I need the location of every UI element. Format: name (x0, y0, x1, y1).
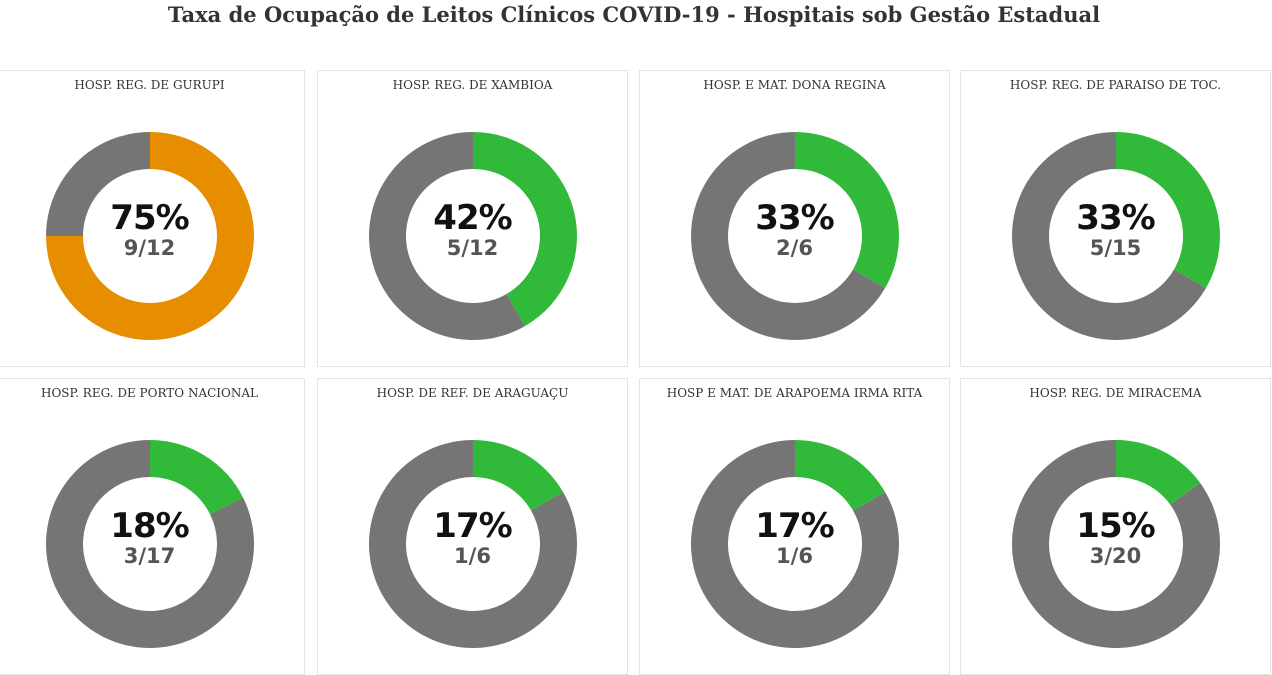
donut-card: HOSP. REG. DE XAMBIOA 42% 5/12 (317, 70, 628, 367)
slice-available (1011, 132, 1206, 340)
donut-svg (368, 132, 577, 340)
slice-occupied (472, 440, 563, 511)
slice-available (368, 132, 525, 340)
slice-occupied (794, 132, 899, 288)
occupancy-ratio: 3/17 (123, 544, 176, 568)
slice-available (45, 132, 150, 236)
donut-chart: 17% 1/6 (689, 438, 901, 650)
page-title: Taxa de Ocupação de Leitos Clínicos COVI… (167, 2, 1101, 27)
occupancy-percent: 15% (1076, 506, 1155, 546)
donut-svg (1011, 132, 1220, 340)
hospital-name: HOSP. REG. DE PARAISO DE TOC. (1009, 78, 1222, 92)
occupancy-percent: 18% (110, 506, 189, 546)
donut-svg (1011, 440, 1220, 648)
donut-chart: 33% 5/15 (1010, 130, 1222, 342)
slice-available (690, 132, 885, 340)
slice-occupied (149, 440, 243, 515)
donut-chart: 17% 1/6 (367, 438, 579, 650)
hospital-name: HOSP. E MAT. DONA REGINA (703, 78, 886, 92)
donut-chart: 75% 9/12 (44, 130, 256, 342)
donut-card: HOSP. REG. DE MIRACEMA 15% 3/20 (960, 378, 1271, 675)
slice-occupied (472, 132, 577, 327)
chart-grid: HOSP. REG. DE GURUPI 75% 9/12 HOSP. REG. DE… (0, 70, 1271, 675)
occupancy-ratio: 3/20 (1089, 544, 1142, 568)
donut-card: HOSP E MAT. DE ARAPOEMA IRMA RITA 17% 1/6 (639, 378, 950, 675)
slice-available (368, 440, 577, 648)
donut-chart: 15% 3/20 (1010, 438, 1222, 650)
hospital-name: HOSP. REG. DE GURUPI (74, 78, 225, 92)
donut-svg (45, 132, 254, 340)
slice-occupied (1115, 132, 1220, 288)
donut-svg (690, 440, 899, 648)
donut-card: HOSP. REG. DE GURUPI 75% 9/12 (0, 70, 305, 367)
occupancy-ratio: 5/12 (446, 236, 499, 260)
slice-available (690, 440, 899, 648)
hospital-name: HOSP E MAT. DE ARAPOEMA IRMA RITA (666, 386, 923, 400)
donut-chart: 33% 2/6 (689, 130, 901, 342)
slice-available (1011, 440, 1220, 648)
occupancy-ratio: 1/6 (454, 544, 491, 568)
occupancy-ratio: 5/15 (1089, 236, 1142, 260)
occupancy-percent: 17% (433, 506, 512, 546)
donut-card: HOSP. REG. DE PORTO NACIONAL 18% 3/17 (0, 378, 305, 675)
occupancy-ratio: 1/6 (776, 544, 813, 568)
hospital-name: HOSP. REG. DE XAMBIOA (392, 78, 553, 92)
occupancy-ratio: 9/12 (123, 236, 176, 260)
occupancy-percent: 17% (755, 506, 834, 546)
donut-card: HOSP. DE REF. DE ARAGUAÇU 17% 1/6 (317, 378, 628, 675)
occupancy-percent: 33% (755, 198, 834, 238)
occupancy-percent: 33% (1076, 198, 1155, 238)
donut-card: HOSP. E MAT. DONA REGINA 33% 2/6 (639, 70, 950, 367)
hospital-name: HOSP. REG. DE PORTO NACIONAL (40, 386, 259, 400)
slice-available (45, 440, 254, 648)
donut-svg (690, 132, 899, 340)
hospital-name: HOSP. REG. DE MIRACEMA (1029, 386, 1202, 400)
hospital-name: HOSP. DE REF. DE ARAGUAÇU (376, 386, 569, 400)
donut-chart: 42% 5/12 (367, 130, 579, 342)
occupancy-percent: 42% (433, 198, 512, 238)
slice-occupied (1115, 440, 1200, 505)
slice-occupied (45, 132, 254, 340)
donut-card: HOSP. REG. DE PARAISO DE TOC. 33% 5/15 (960, 70, 1271, 367)
occupancy-percent: 75% (110, 198, 189, 238)
donut-chart: 18% 3/17 (44, 438, 256, 650)
donut-svg (368, 440, 577, 648)
donut-svg (45, 440, 254, 648)
occupancy-ratio: 2/6 (776, 236, 813, 260)
slice-occupied (794, 440, 885, 511)
